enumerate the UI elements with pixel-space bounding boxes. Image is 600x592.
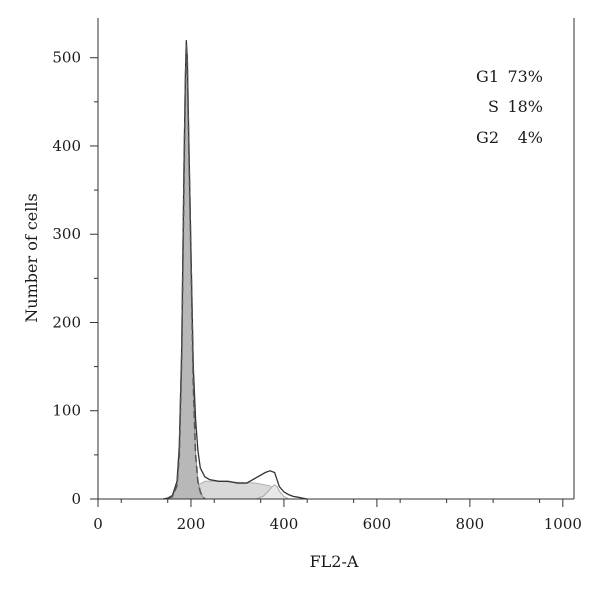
y-tick-label: 200: [52, 313, 81, 331]
phase-value-g2: 4%: [518, 128, 543, 147]
phase-label-s: S: [488, 97, 499, 116]
x-axis-title: FL2-A: [310, 552, 359, 571]
g1-fill: [167, 44, 207, 500]
g1-fit-line: [167, 44, 206, 500]
x-tick-label: 800: [456, 515, 485, 533]
x-tick-label: 400: [270, 515, 299, 533]
g2-fill: [255, 484, 289, 500]
x-tick-label: 200: [177, 515, 206, 533]
y-tick-label: 0: [71, 490, 81, 508]
x-tick-label: 1000: [544, 515, 582, 533]
phase-value-s: 18%: [507, 97, 543, 116]
histogram-lines: [162, 40, 308, 500]
y-tick-label: 400: [52, 137, 81, 155]
x-axis-ticks: 0 200 400 600 800 1000: [93, 499, 582, 533]
y-tick-label: 100: [52, 402, 81, 420]
phase-annotations: G1 73% S 18% G2 4%: [476, 67, 543, 147]
phase-label-g2: G2: [476, 128, 499, 147]
histogram-fills: [167, 44, 289, 500]
chart-axes: [97, 18, 575, 500]
y-axis-ticks: 0 100 200 300 400 500: [52, 49, 98, 508]
phase-value-g1: 73%: [507, 67, 543, 86]
x-tick-label: 600: [363, 515, 392, 533]
y-tick-label: 300: [52, 225, 81, 243]
x-tick-label: 0: [93, 515, 103, 533]
phase-label-g1: G1: [476, 67, 499, 86]
y-tick-label: 500: [52, 49, 81, 67]
y-axis-title: Number of cells: [22, 193, 41, 322]
